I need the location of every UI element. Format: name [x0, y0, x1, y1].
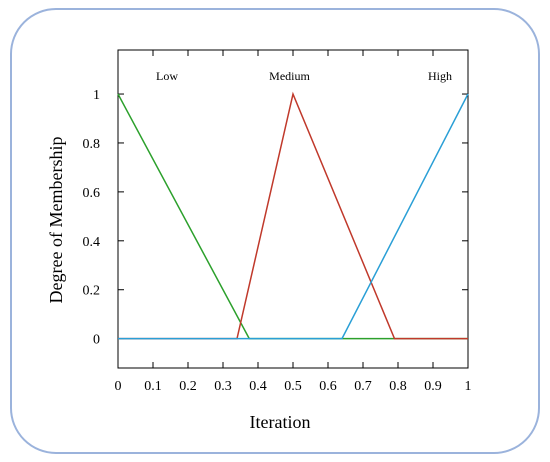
y-tick-label: 0.2 [83, 284, 101, 299]
y-tick-label: 0.6 [83, 186, 101, 201]
series-line-medium [118, 91, 468, 340]
series-lines [117, 91, 469, 340]
y-tick-label: 0.4 [83, 235, 101, 250]
x-tick-label: 0.6 [319, 379, 337, 394]
tick-labels: 0 0.1 0.2 0.3 0.4 0.5 0.6 0.7 0.8 0.9 1 0 0.2 0.4 0.6 0… [83, 88, 472, 394]
y-axis-title: Degree of Membership [46, 137, 66, 304]
x-tick-label: 1 [465, 379, 472, 394]
x-tick-label: 0.9 [424, 379, 442, 394]
x-tick-label: 0.7 [354, 379, 372, 394]
set-labels: Low Medium High [156, 69, 452, 83]
x-axis-title: Iteration [250, 412, 311, 432]
rounded-frame [10, 8, 540, 454]
x-tick-label: 0.5 [284, 379, 302, 394]
x-tick-label: 0.4 [249, 379, 267, 394]
x-tick-label: 0.1 [144, 379, 162, 394]
y-tick-label: 1 [93, 88, 100, 103]
series-line-low [117, 93, 468, 340]
x-tick-label: 0.8 [389, 379, 407, 394]
series-line-high [118, 93, 469, 340]
axis-ticks [117, 50, 469, 368]
set-label-medium: Medium [269, 69, 310, 83]
plot-area [117, 49, 469, 369]
x-tick-label: 0 [115, 379, 122, 394]
x-tick-label: 0.3 [214, 379, 232, 394]
set-label-high: High [428, 69, 452, 83]
y-tick-label: 0 [93, 333, 100, 348]
x-tick-label: 0.2 [179, 379, 197, 394]
set-label-low: Low [156, 69, 178, 83]
y-tick-label: 0.8 [83, 137, 101, 152]
